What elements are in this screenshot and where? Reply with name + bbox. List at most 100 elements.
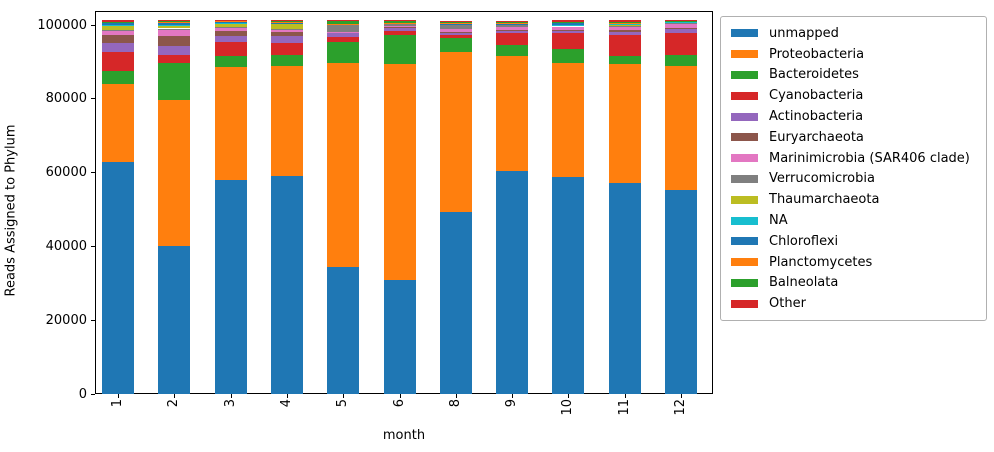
bar-segment — [102, 71, 134, 84]
legend-label: Actinobacteria — [769, 109, 864, 125]
bar-month-5 — [327, 0, 360, 394]
y-tick-mark — [91, 245, 95, 247]
legend-swatch — [731, 299, 758, 308]
y-tick-label: 100000 — [37, 17, 87, 33]
x-tick-mark — [174, 394, 176, 398]
x-tick-mark — [230, 394, 232, 398]
bar-segment — [270, 23, 303, 29]
legend-item: Proteobacteria — [729, 44, 978, 65]
bar-segment — [665, 54, 697, 66]
legend-swatch — [731, 237, 758, 246]
bar-segment — [496, 33, 529, 45]
bar-segment — [270, 32, 303, 37]
bar-segment — [665, 27, 697, 30]
legend-swatch — [731, 91, 758, 100]
bar-segment — [158, 36, 191, 47]
x-tick-mark — [118, 394, 119, 398]
legend-label: Cyanobacteria — [769, 88, 864, 104]
bar-month-3 — [214, 0, 247, 394]
bar-segment — [158, 25, 191, 29]
bar-segment — [158, 23, 191, 25]
y-tick-label: 80000 — [45, 91, 87, 107]
bar-segment — [102, 51, 134, 72]
bar-segment — [608, 20, 641, 23]
bar-segment — [327, 266, 360, 394]
bar-segment — [383, 34, 416, 65]
bar-segment — [665, 19, 697, 21]
legend-item: Euryarchaeota — [729, 127, 978, 148]
bar-segment — [608, 182, 641, 394]
legend-label: Thaumarchaeota — [769, 192, 880, 208]
bar-segment — [439, 31, 472, 33]
bar-segment — [214, 22, 247, 27]
bar-segment — [327, 62, 360, 267]
bar-segment — [496, 20, 529, 22]
x-tick-mark — [286, 394, 288, 398]
bar-segment — [608, 56, 641, 65]
bar-segment — [270, 21, 303, 24]
legend-label: Other — [769, 296, 806, 312]
bar-segment — [608, 23, 641, 26]
y-tick-mark — [91, 98, 95, 100]
bar-segment — [439, 38, 472, 53]
bar-segment — [665, 29, 697, 33]
bar-segment — [214, 56, 247, 68]
bar-segment — [214, 36, 247, 43]
bar-segment — [608, 64, 641, 183]
bar-segment — [102, 35, 134, 44]
bar-segment — [270, 29, 303, 33]
bar-segment — [665, 23, 697, 28]
legend-label: unmapped — [769, 25, 839, 41]
legend-item: Verrucomicrobia — [729, 169, 978, 190]
legend-label: Euryarchaeota — [769, 129, 864, 145]
bar-segment — [439, 32, 472, 36]
bar-segment — [214, 30, 247, 37]
bar-segment — [214, 20, 247, 23]
legend-label: Balneolata — [769, 275, 839, 291]
bar-month-4 — [270, 0, 303, 394]
bar-segment — [158, 19, 191, 21]
bar-segment — [102, 19, 134, 22]
legend-label: NA — [769, 213, 788, 229]
bar-segment — [270, 54, 303, 66]
legend-label: Bacteroidetes — [769, 67, 859, 83]
bar-segment — [552, 20, 585, 23]
bar-segment — [383, 64, 416, 280]
bar-segment — [496, 26, 529, 30]
bar-segment — [552, 25, 585, 27]
bar-segment — [665, 22, 697, 23]
bar-segment — [383, 25, 416, 28]
legend-item: unmapped — [729, 23, 978, 44]
bar-segment — [158, 28, 191, 30]
bar-segment — [158, 54, 191, 63]
bar-segment — [383, 279, 416, 394]
bar-segment — [158, 63, 191, 100]
bar-segment — [496, 44, 529, 56]
legend: unmapped Proteobacteria Bacteroidetes Cyano… — [720, 16, 987, 322]
legend-swatch — [731, 70, 758, 79]
bar-segment — [270, 28, 303, 30]
legend-swatch — [731, 216, 758, 225]
bar-segment — [496, 30, 529, 34]
bar-month-8 — [439, 0, 472, 394]
bar-segment — [102, 22, 134, 25]
y-tick-label: 20000 — [45, 312, 87, 328]
bar-segment — [665, 190, 697, 394]
x-tick-mark — [343, 394, 345, 398]
bar-month-10 — [552, 0, 585, 394]
x-axis-label: month — [382, 428, 426, 443]
bar-segment — [214, 42, 247, 57]
bar-segment — [102, 43, 134, 52]
bar-segment — [158, 245, 191, 394]
legend-item: Cyanobacteria — [729, 85, 978, 106]
bar-segment — [327, 24, 360, 32]
bar-segment — [383, 23, 416, 26]
legend-label: Marinimicrobia (SAR406 clade) — [769, 150, 970, 166]
bar-segment — [439, 35, 472, 39]
bar-segment — [327, 20, 360, 24]
bar-segment — [552, 29, 585, 31]
legend-item: Planctomycetes — [729, 252, 978, 273]
bar-segment — [102, 30, 134, 36]
bar-month-2 — [158, 0, 191, 394]
y-tick-label: 0 — [78, 386, 87, 402]
